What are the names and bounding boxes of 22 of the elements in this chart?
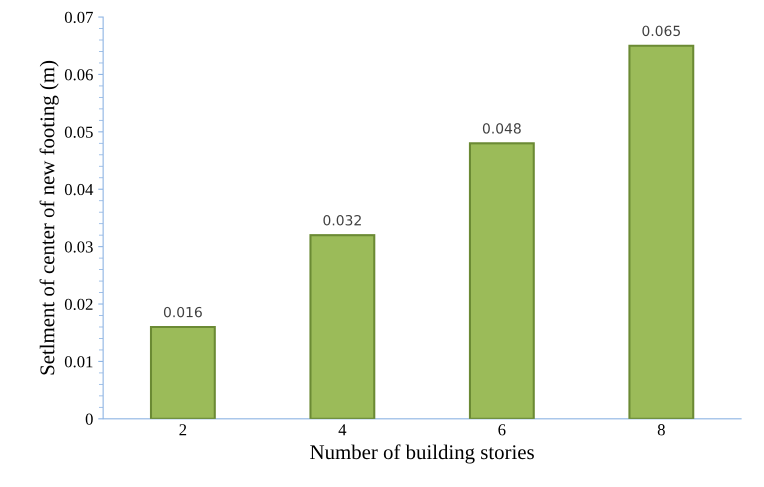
x-tick-label: 6 (498, 424, 506, 436)
y-tick-label: 0.07 (64, 12, 93, 24)
data-label: 0.032 (323, 215, 361, 226)
y-tick-label: 0.06 (64, 69, 93, 80)
y-tick-label: 0 (86, 414, 93, 425)
y-tick-label: 0.04 (64, 184, 94, 196)
x-tick-label: 4 (338, 424, 346, 436)
x-axis-title: Number of building stories (310, 444, 534, 464)
y-tick-label: 0.01 (64, 356, 92, 368)
x-tick-label: 2 (179, 424, 186, 436)
y-tick-label: 0.03 (64, 241, 93, 253)
bar (150, 326, 216, 419)
x-tick-label: 8 (658, 424, 665, 436)
data-label: 0.016 (164, 306, 202, 318)
y-tick-label: 0.02 (64, 298, 92, 310)
data-label: 0.048 (482, 123, 521, 134)
bar (628, 44, 694, 419)
y-tick-label: 0.05 (64, 126, 93, 138)
bar (468, 142, 535, 419)
data-label: 0.065 (642, 26, 680, 36)
bar (309, 234, 376, 419)
y-axis-title: Setlment of center of new footing (m) (40, 60, 59, 374)
